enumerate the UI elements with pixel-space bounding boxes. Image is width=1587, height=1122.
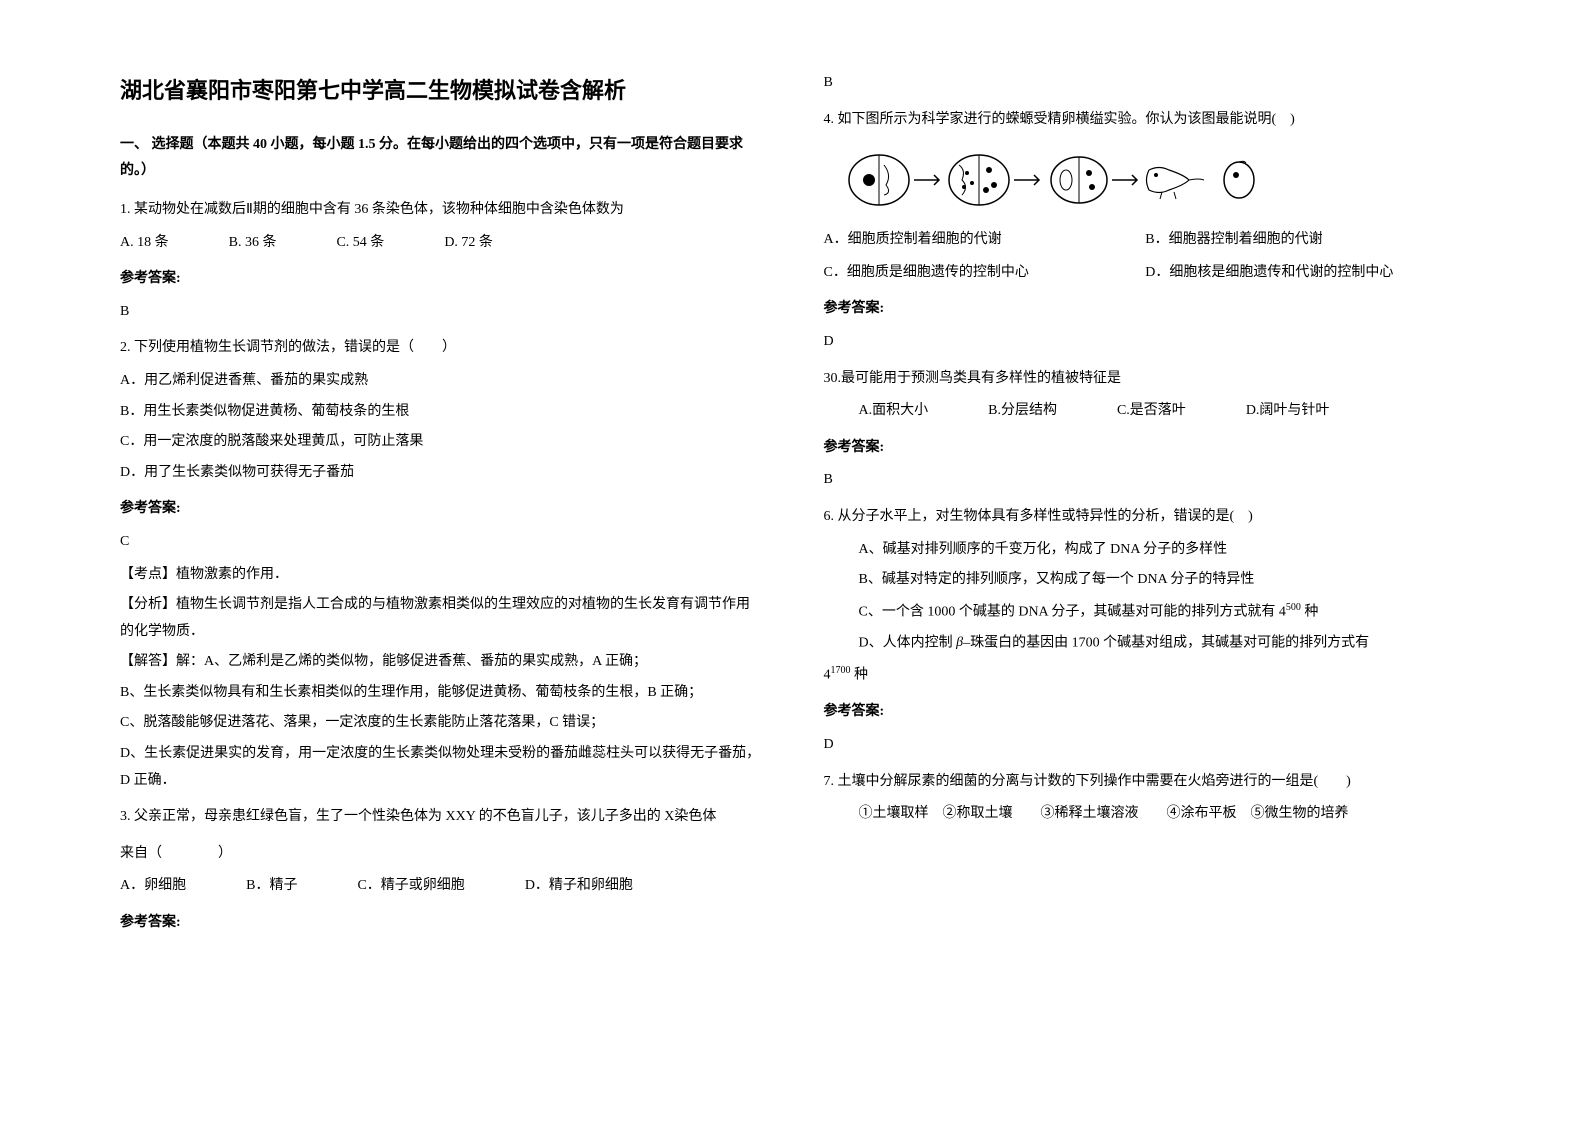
q1-optD: D. 72 条	[444, 230, 493, 257]
q6-optD-4: 4	[824, 668, 831, 683]
q1-optB: B. 36 条	[229, 230, 277, 257]
q7-opts: ①土壤取样 ②称取土壤 ③稀释土壤溶液 ④涂布平板 ⑤微生物的培养	[824, 801, 1468, 828]
q4-optC: C．细胞质是细胞遗传的控制中心	[824, 260, 1146, 287]
q2-analysis-intro: 【分析】植物生长调节剂是指人工合成的与植物激素相类似的生理效应的对植物的生长发育…	[120, 592, 764, 645]
q1-optA: A. 18 条	[120, 230, 169, 257]
q2-solve-c: C、脱落酸能够促进落花、落果，一定浓度的生长素能防止落花落果，C 错误；	[120, 710, 764, 737]
q4-optA: A．细胞质控制着细胞的代谢	[824, 227, 1146, 254]
section-header: 一、 选择题（本题共 40 小题，每小题 1.5 分。在每小题给出的四个选项中，…	[120, 132, 764, 185]
q30-answer-label: 参考答案:	[824, 435, 1468, 462]
q30-optB: B.分层结构	[988, 398, 1057, 425]
q6-answer-label: 参考答案:	[824, 699, 1468, 726]
q4-answer-label: 参考答案:	[824, 296, 1468, 323]
q3-optD: D．精子和卵细胞	[525, 873, 633, 900]
q6-optA: A、碱基对排列顺序的千变万化，构成了 DNA 分子的多样性	[824, 537, 1468, 564]
q6-optC-post: 种	[1301, 604, 1319, 619]
q6-optD-sup: 1700	[831, 665, 851, 676]
page-title: 湖北省襄阳市枣阳第七中学高二生物模拟试卷含解析	[120, 70, 764, 112]
q4-answer: D	[824, 329, 1468, 356]
right-column: B 4. 如下图所示为科学家进行的蝾螈受精卵横缢实验。你认为该图最能说明( )	[794, 70, 1488, 1092]
q3-optC: C．精子或卵细胞	[357, 873, 464, 900]
q1-options: A. 18 条 B. 36 条 C. 54 条 D. 72 条	[120, 230, 764, 257]
q6-optD-mid: –珠蛋白的基因由 1700 个碱基对组成，其碱基对可能的排列方式有	[963, 635, 1369, 650]
q2-solve-b: B、生长素类似物具有和生长素相类似的生理作用，能够促进黄杨、葡萄枝条的生根，B …	[120, 680, 764, 707]
q1-answer: B	[120, 299, 764, 326]
q4-options-1: A．细胞质控制着细胞的代谢 B．细胞器控制着细胞的代谢	[824, 227, 1468, 254]
q1-optC: C. 54 条	[336, 230, 384, 257]
question-3-text2: 来自（ ）	[120, 841, 764, 868]
q2-answer-label: 参考答案:	[120, 496, 764, 523]
q30-answer: B	[824, 467, 1468, 494]
q30-optA: A.面积大小	[859, 398, 929, 425]
question-6: 6. 从分子水平上，对生物体具有多样性或特异性的分析，错误的是( )	[824, 504, 1468, 531]
q2-answer: C	[120, 529, 764, 556]
q4-diagram	[824, 145, 1468, 215]
q6-optC: C、一个含 1000 个碱基的 DNA 分子，其碱基对可能的排列方式就有 450…	[824, 598, 1468, 626]
q3-optB: B．精子	[246, 873, 297, 900]
q4-optD: D．细胞核是细胞遗传和代谢的控制中心	[1145, 260, 1467, 287]
q6-optD-line1: D、人体内控制 β–珠蛋白的基因由 1700 个碱基对组成，其碱基对可能的排列方…	[824, 630, 1468, 657]
q2-analysis-point: 【考点】植物激素的作用．	[120, 562, 764, 589]
q6-optD-line2: 41700 种	[824, 661, 1468, 689]
q3-options: A．卵细胞 B．精子 C．精子或卵细胞 D．精子和卵细胞	[120, 873, 764, 900]
q2-optA: A．用乙烯利促进香蕉、番茄的果实成熟	[120, 368, 764, 395]
q4-optB: B．细胞器控制着细胞的代谢	[1145, 227, 1467, 254]
q2-optC: C．用一定浓度的脱落酸来处理黄瓜，可防止落果	[120, 429, 764, 456]
q1-answer-label: 参考答案:	[120, 266, 764, 293]
q6-optC-sup: 500	[1286, 602, 1301, 613]
q3-answer: B	[824, 70, 1468, 97]
q6-optD-pre: D、人体内控制	[859, 635, 957, 650]
q2-solve-a: 【解答】解：A、乙烯利是乙烯的类似物，能够促进香蕉、番茄的果实成熟，A 正确；	[120, 649, 764, 676]
q3-optA: A．卵细胞	[120, 873, 186, 900]
question-4: 4. 如下图所示为科学家进行的蝾螈受精卵横缢实验。你认为该图最能说明( )	[824, 107, 1468, 134]
question-1: 1. 某动物处在减数后Ⅱ期的细胞中含有 36 条染色体，该物种体细胞中含染色体数…	[120, 197, 764, 224]
q6-optB: B、碱基对特定的排列顺序，又构成了每一个 DNA 分子的特异性	[824, 567, 1468, 594]
question-2: 2. 下列使用植物生长调节剂的做法，错误的是（ ）	[120, 335, 764, 362]
q2-optD: D．用了生长素类似物可获得无子番茄	[120, 460, 764, 487]
q30-optD: D.阔叶与针叶	[1246, 398, 1330, 425]
q2-optB: B．用生长素类似物促进黄杨、葡萄枝条的生根	[120, 399, 764, 426]
q3-answer-label: 参考答案:	[120, 910, 764, 937]
q6-optD-post: 种	[851, 668, 869, 683]
question-7: 7. 土壤中分解尿素的细菌的分离与计数的下列操作中需要在火焰旁进行的一组是( )	[824, 769, 1468, 796]
q4-options-2: C．细胞质是细胞遗传的控制中心 D．细胞核是细胞遗传和代谢的控制中心	[824, 260, 1468, 287]
question-3-text1: 3. 父亲正常，母亲患红绿色盲，生了一个性染色体为 XXY 的不色盲儿子，该儿子…	[120, 804, 764, 831]
question-30: 30.最可能用于预测鸟类具有多样性的植被特征是	[824, 366, 1468, 393]
q6-optC-pre: C、一个含 1000 个碱基的 DNA 分子，其碱基对可能的排列方式就有 4	[859, 604, 1286, 619]
q30-options: A.面积大小 B.分层结构 C.是否落叶 D.阔叶与针叶	[824, 398, 1468, 425]
left-column: 湖北省襄阳市枣阳第七中学高二生物模拟试卷含解析 一、 选择题（本题共 40 小题…	[100, 70, 794, 1092]
q2-solve-d: D、生长素促进果实的发育，用一定浓度的生长素类似物处理未受粉的番茄雌蕊柱头可以获…	[120, 741, 764, 794]
q30-optC: C.是否落叶	[1117, 398, 1186, 425]
q6-answer: D	[824, 732, 1468, 759]
